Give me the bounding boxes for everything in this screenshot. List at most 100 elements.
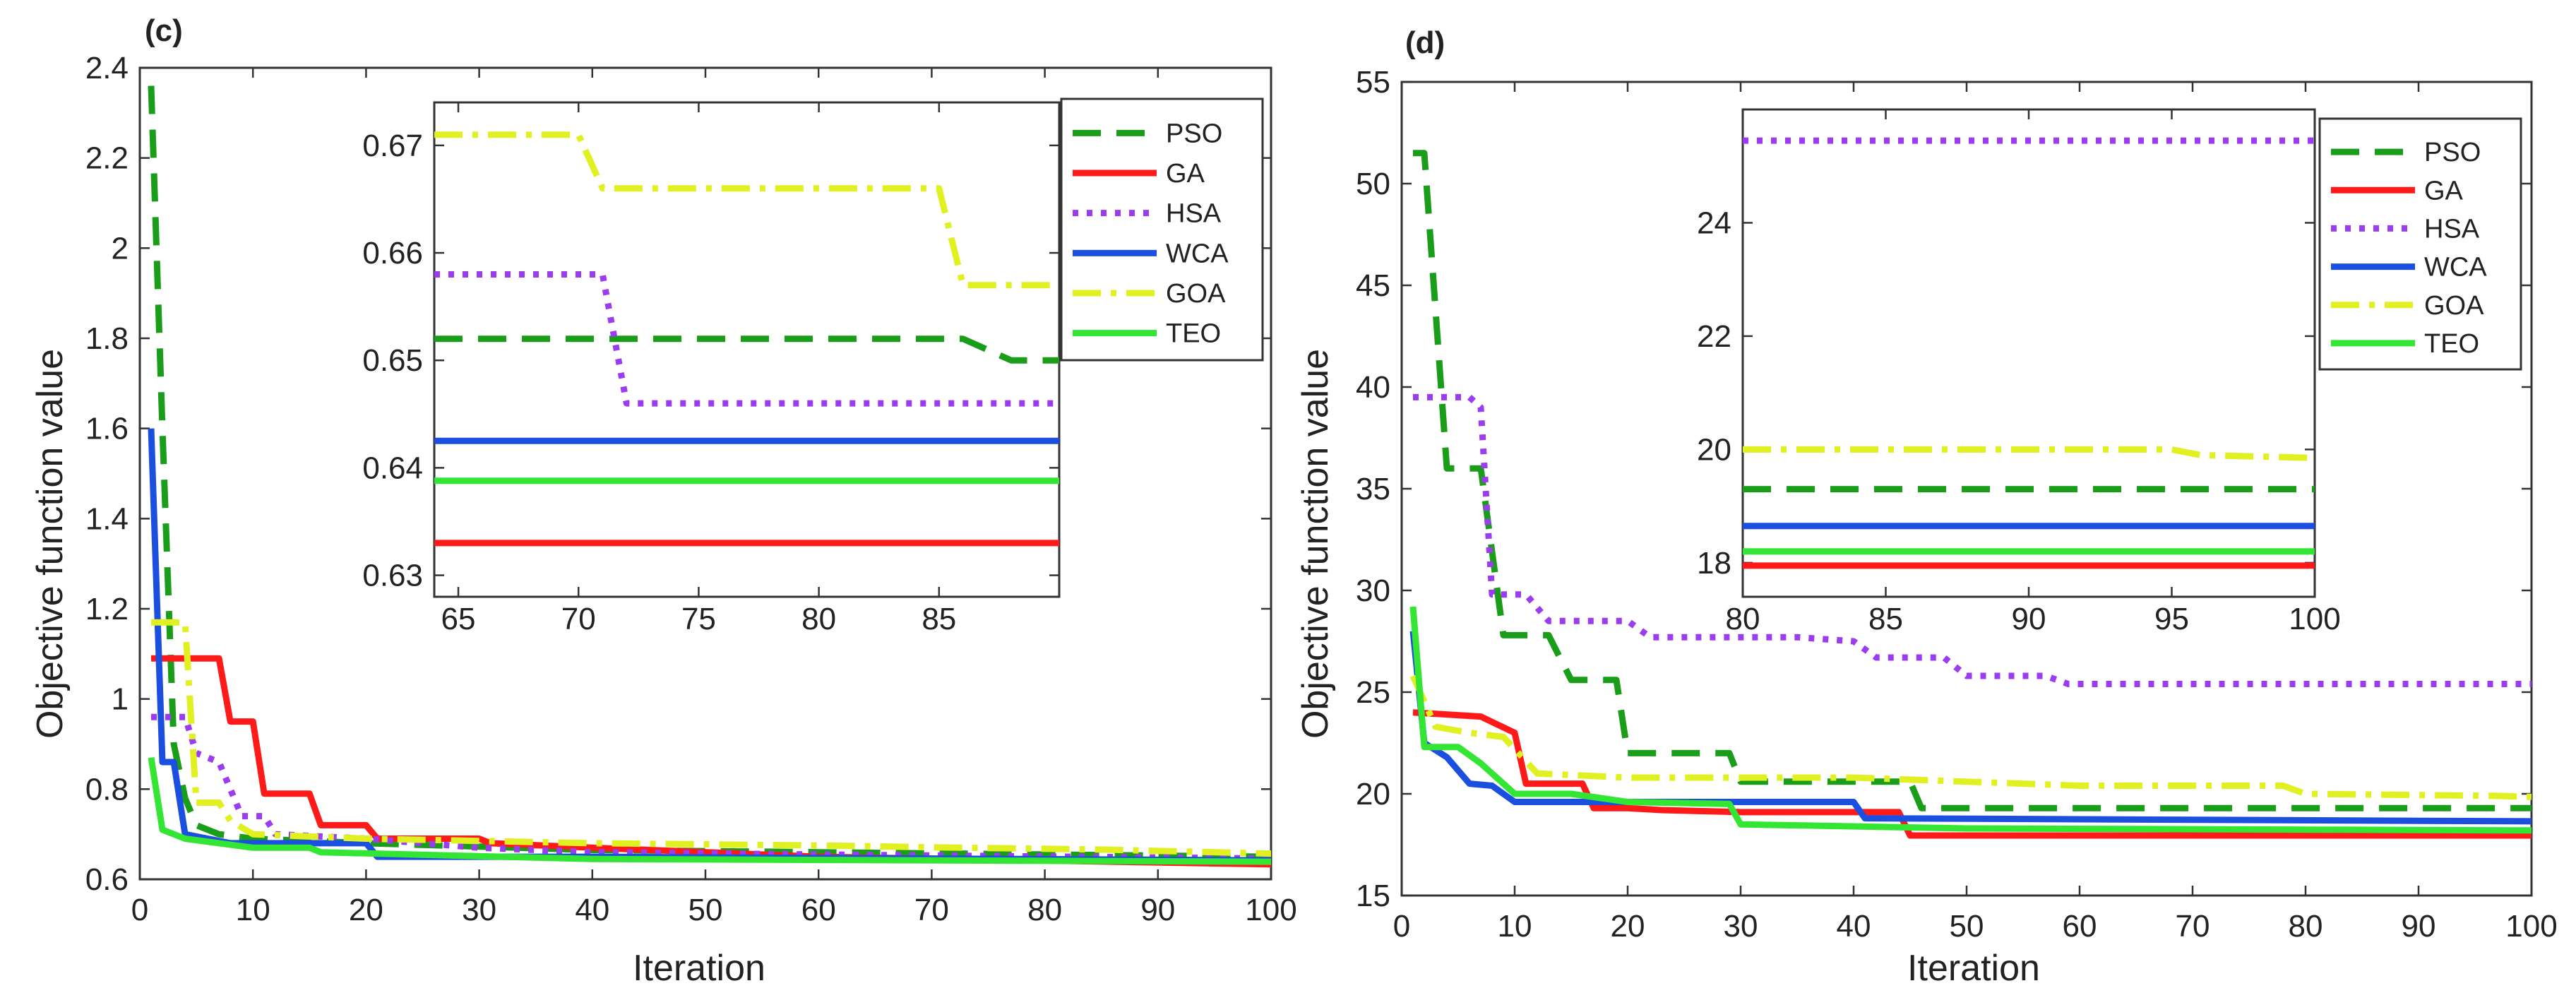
c-inset-xtick-label: 75 xyxy=(681,602,716,636)
c-main-xtick-label: 60 xyxy=(801,893,836,927)
d-legend-label-hsa: HSA xyxy=(2424,214,2480,244)
panel-d-xlabel: Iteration xyxy=(1907,948,2040,989)
c-legend xyxy=(1060,97,1264,362)
d-main-series-group xyxy=(1409,150,2532,839)
c-main-ytick-label: 1.4 xyxy=(85,501,129,536)
c-legend-label-goa: GOA xyxy=(1166,279,1226,309)
c-main-ytick-label: 0.6 xyxy=(85,862,129,897)
c-inset-xtick-label: 70 xyxy=(561,602,596,636)
c-main-ytick-label: 1 xyxy=(112,682,129,717)
d-inset-line-goa xyxy=(1743,446,2315,461)
c-main-xtick-label: 40 xyxy=(575,893,609,927)
c-inset-xtick-label: 80 xyxy=(801,602,836,636)
c-inset-ytick-label: 0.66 xyxy=(362,236,423,270)
d-inset-xtick-label: 80 xyxy=(1726,602,1760,636)
c-main-line-goa xyxy=(151,619,1271,857)
c-main-ytick-label: 2.4 xyxy=(85,51,129,85)
d-inset-xtick-label: 85 xyxy=(1868,602,1903,636)
c-inset-xtick-label: 85 xyxy=(922,602,956,636)
d-main-xtick-label: 30 xyxy=(1724,909,1758,944)
d-inset-series-group xyxy=(1743,137,2315,569)
d-main-xtick-label: 60 xyxy=(2063,909,2097,944)
d-main-ytick-label: 30 xyxy=(1356,573,1390,608)
panel-d-label: (d) xyxy=(1405,25,1445,60)
c-main-xtick-label: 90 xyxy=(1140,893,1175,927)
d-inset-xtick-label: 100 xyxy=(2289,602,2340,636)
panel-c: (c) Objective function value Iteration 0… xyxy=(30,13,1297,989)
panel-c-ylabel: Objective function value xyxy=(30,349,71,739)
d-main-xtick-label: 20 xyxy=(1611,909,1645,944)
d-main-xtick-label: 90 xyxy=(2402,909,2436,944)
d-main-xtick-label: 10 xyxy=(1498,909,1532,944)
d-main-xtick-label: 0 xyxy=(1393,909,1410,944)
c-main-ytick-label: 2.2 xyxy=(85,141,129,176)
d-legend xyxy=(2318,117,2522,371)
c-main-line-ga xyxy=(151,655,1271,868)
d-main-ytick-label: 25 xyxy=(1356,675,1390,710)
d-inset-xtick-label: 90 xyxy=(2012,602,2046,636)
c-main-xtick-label: 70 xyxy=(914,893,949,927)
d-main-ytick-label: 40 xyxy=(1356,370,1390,405)
d-main-xtick-label: 100 xyxy=(2505,909,2557,944)
c-inset-series-group xyxy=(434,131,1059,547)
c-inset-ytick-label: 0.67 xyxy=(362,129,423,163)
c-inset: 65 70 75 80 85 0.63 0.64 0.65 0.66 0.67 xyxy=(362,101,1061,636)
c-inset-frame xyxy=(433,101,1061,598)
d-main-xtick-label: 80 xyxy=(2289,909,2323,944)
panel-c-label: (c) xyxy=(145,13,183,48)
d-main-ytick-label: 55 xyxy=(1356,65,1390,100)
d-legend-label-goa: GOA xyxy=(2424,291,2484,321)
d-legend-label-pso: PSO xyxy=(2424,138,2481,167)
panel-d-ylabel: Objective function value xyxy=(1295,349,1336,739)
c-main-ytick-label: 2 xyxy=(112,231,129,266)
c-main-xtick-label: 50 xyxy=(688,893,723,927)
d-inset-ytick-label: 22 xyxy=(1697,319,1731,354)
c-main-ytick-label: 1.6 xyxy=(85,412,129,446)
d-main-ytick-label: 15 xyxy=(1356,879,1390,913)
c-main-xtick-label: 80 xyxy=(1027,893,1062,927)
c-main-line-teo xyxy=(148,757,1271,865)
c-main-ytick-label: 1.2 xyxy=(85,592,129,626)
c-main-xtick-label: 10 xyxy=(236,893,270,927)
d-inset-ytick-label: 18 xyxy=(1697,546,1731,581)
d-legend-label-teo: TEO xyxy=(2424,329,2479,359)
d-main-ytick-label: 50 xyxy=(1356,167,1390,201)
c-main-series-group xyxy=(148,85,1271,868)
d-main-line-goa xyxy=(1409,674,2532,800)
c-main-ytick-label: 1.8 xyxy=(85,321,129,356)
d-main-ytick-label: 45 xyxy=(1356,268,1390,303)
c-inset-ytick-label: 0.65 xyxy=(362,343,423,378)
d-inset: 80 85 90 95 100 18 20 22 24 xyxy=(1697,108,2341,636)
c-inset-ytick-label: 0.64 xyxy=(362,451,423,485)
c-legend-label-ga: GA xyxy=(1166,159,1205,189)
d-main-xtick-label: 40 xyxy=(1837,909,1871,944)
c-inset-xtick-label: 65 xyxy=(441,602,476,636)
d-inset-ytick-label: 20 xyxy=(1697,432,1731,467)
d-inset-xtick-label: 95 xyxy=(2154,602,2189,636)
d-main-line-teo xyxy=(1409,606,2532,834)
c-main-xtick-label: 0 xyxy=(131,893,148,927)
c-legend-label-wca: WCA xyxy=(1166,239,1229,268)
d-main-ytick-label: 35 xyxy=(1356,472,1390,506)
c-inset-ytick-label: 0.63 xyxy=(362,559,423,593)
c-legend-label-pso: PSO xyxy=(1166,119,1222,148)
c-legend-label-hsa: HSA xyxy=(1166,199,1222,229)
c-main-xtick-label: 20 xyxy=(349,893,383,927)
d-legend-label-wca: WCA xyxy=(2424,253,2487,283)
d-legend-label-ga: GA xyxy=(2424,176,2464,206)
panel-d-plot: 0 10 20 30 40 50 60 70 80 90 100 15 20 25 30 35 40 45 50 55… xyxy=(1356,65,2558,944)
c-main-xtick-label: 100 xyxy=(1245,893,1296,927)
panel-c-xlabel: Iteration xyxy=(633,948,765,989)
d-main-xtick-label: 50 xyxy=(1950,909,1984,944)
panel-d: (d) Objective function value Iteration 0… xyxy=(1295,25,2558,989)
panel-c-plot: 0 10 20 30 40 50 60 70 80 90 100 0.6 0.8 1 1.2 1.4 1.6 1.… xyxy=(85,51,1297,927)
c-inset-line-goa xyxy=(434,131,1059,289)
c-main-ytick-label: 0.8 xyxy=(85,772,129,807)
c-legend-label-teo: TEO xyxy=(1166,319,1221,349)
d-inset-ytick-label: 24 xyxy=(1697,206,1731,240)
d-main-xtick-label: 70 xyxy=(2176,909,2210,944)
c-inset-line-pso xyxy=(434,335,1059,364)
c-main-xtick-label: 30 xyxy=(462,893,496,927)
d-main-line-pso xyxy=(1413,150,2532,811)
